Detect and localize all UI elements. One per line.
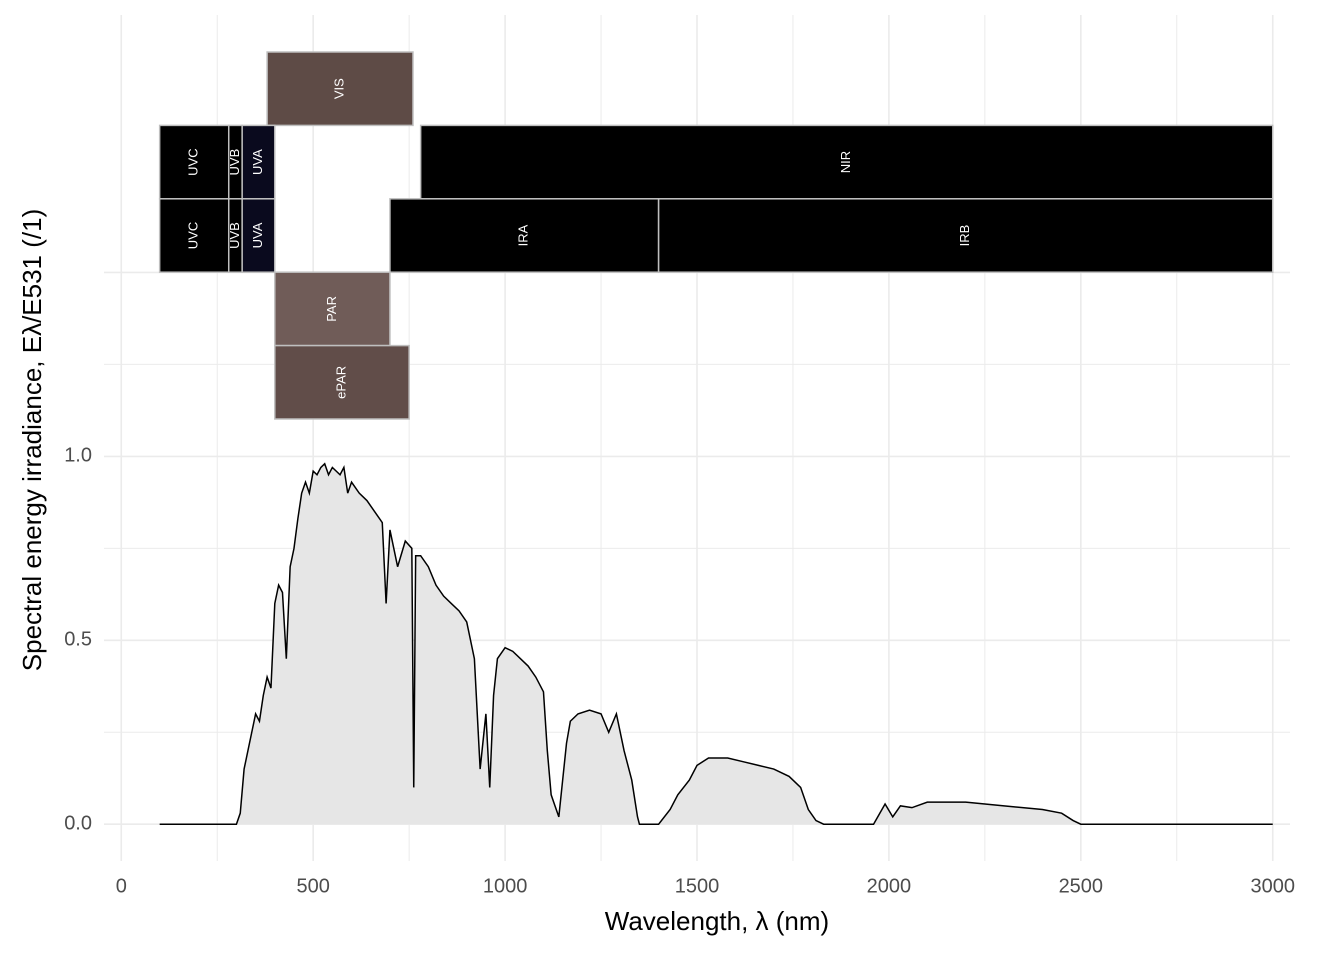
waveband (657, 198, 1274, 273)
spectrum-line (159, 462, 1273, 825)
waveband-label: UVA (250, 222, 265, 248)
waveband (241, 198, 276, 273)
x-tick-label: 1500 (675, 875, 720, 897)
waveband (274, 344, 410, 420)
x-tick-label: 1000 (483, 875, 528, 897)
waveband-label: VIS (331, 78, 346, 99)
waveband-label: UVB (227, 149, 242, 176)
x-tick-label: 3000 (1250, 875, 1295, 897)
waveband (158, 124, 230, 200)
y-axis-title: Spectral energy irradiance, Eλ/E531 (/1) (17, 209, 47, 671)
y-tick-label: 0.5 (64, 629, 92, 651)
y-tick-label: 0.0 (64, 812, 92, 834)
spectrum-area (159, 463, 1273, 825)
waveband (266, 51, 414, 127)
x-tick-label: 0 (116, 875, 127, 897)
x-axis-title: Wavelength, λ (nm) (605, 906, 829, 936)
waveband-label: PAR (324, 296, 339, 322)
waveband (389, 198, 660, 273)
waveband-label: UVA (250, 149, 265, 175)
waveband-label: UVC (186, 222, 201, 249)
waveband-label: ePAR (333, 366, 348, 399)
waveband-label: IRA (516, 224, 531, 246)
waveband (419, 124, 1274, 200)
waveband-label: UVC (186, 148, 201, 175)
y-tick-label: 1.0 (64, 445, 92, 467)
waveband-label: NIR (838, 151, 853, 173)
x-tick-label: 2500 (1059, 875, 1104, 897)
waveband (241, 124, 276, 200)
waveband (158, 198, 230, 273)
waveband-label: UVB (227, 222, 242, 249)
x-tick-label: 2000 (867, 875, 912, 897)
x-tick-label: 500 (296, 875, 329, 897)
waveband-label: IRB (957, 225, 972, 247)
plot-layer: 0 500 1000 1500 2000 2500 3000 0.0 0.5 1.0 VIS UVC U… (64, 15, 1295, 897)
